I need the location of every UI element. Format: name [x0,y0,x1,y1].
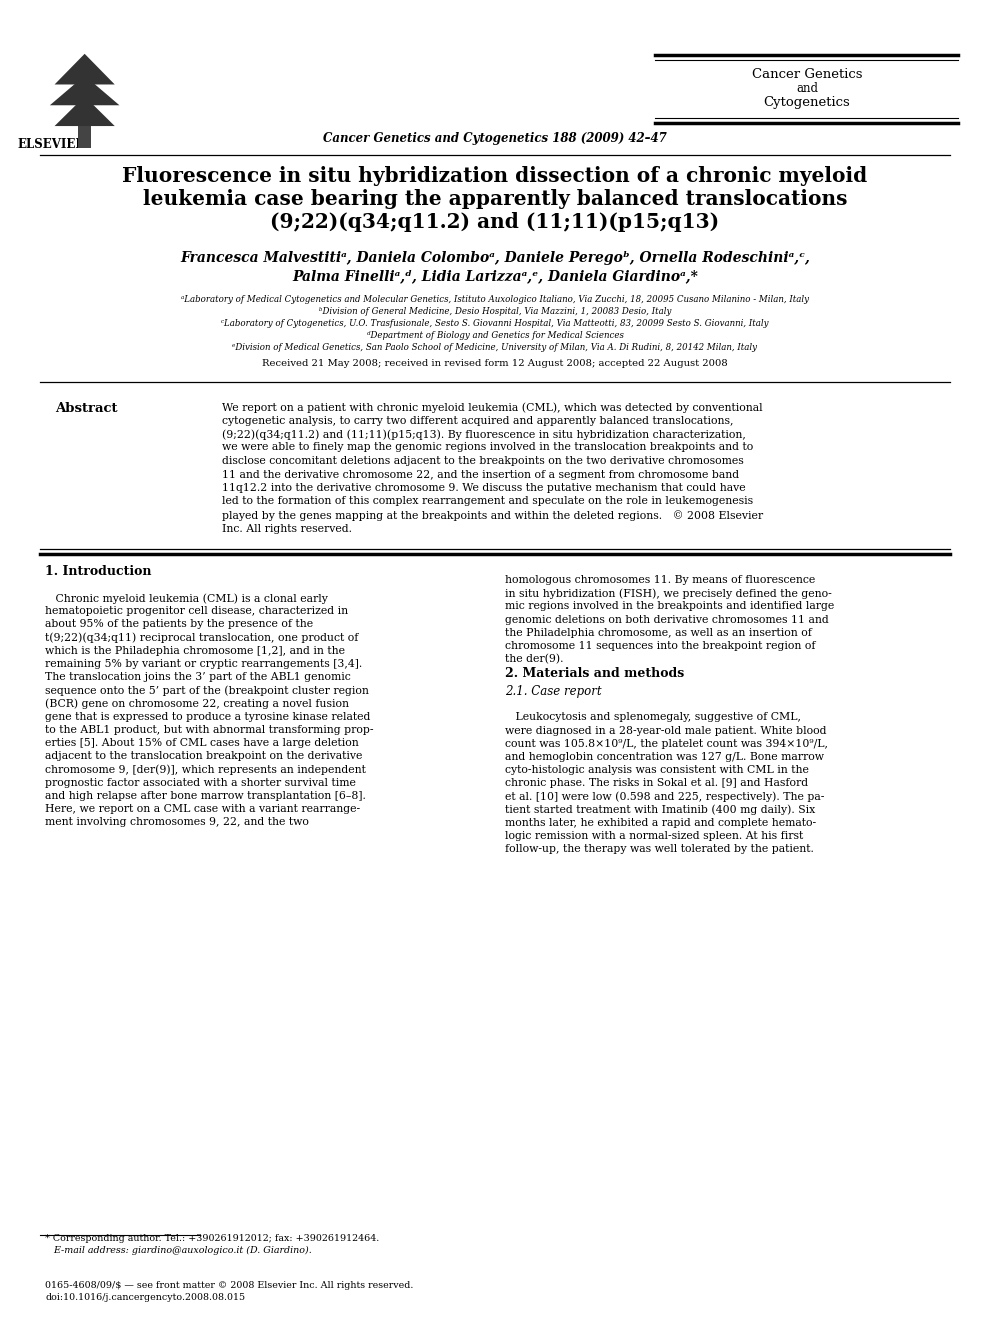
Text: Here, we report on a CML case with a variant rearrange-: Here, we report on a CML case with a var… [45,804,360,814]
Text: gene that is expressed to produce a tyrosine kinase related: gene that is expressed to produce a tyro… [45,711,370,722]
Text: Francesca Malvestitiᵃ, Daniela Colomboᵃ, Daniele Peregoᵇ, Ornella Rodeschiniᵃ,ᶜ,: Francesca Malvestitiᵃ, Daniela Colomboᵃ,… [180,251,810,265]
Text: cyto-histologic analysis was consistent with CML in the: cyto-histologic analysis was consistent … [505,766,809,775]
Text: et al. [10] were low (0.598 and 225, respectively). The pa-: et al. [10] were low (0.598 and 225, res… [505,792,825,803]
Text: doi:10.1016/j.cancergencyto.2008.08.015: doi:10.1016/j.cancergencyto.2008.08.015 [45,1294,246,1302]
Text: to the ABL1 product, but with abnormal transforming prop-: to the ABL1 product, but with abnormal t… [45,725,373,735]
Text: follow-up, the therapy was well tolerated by the patient.: follow-up, the therapy was well tolerate… [505,845,814,854]
Text: ᵈDepartment of Biology and Genetics for Medical Sciences: ᵈDepartment of Biology and Genetics for … [366,331,624,341]
Text: 0165-4608/09/$ — see front matter © 2008 Elsevier Inc. All rights reserved.: 0165-4608/09/$ — see front matter © 2008… [45,1280,414,1290]
Text: and hemoglobin concentration was 127 g/L. Bone marrow: and hemoglobin concentration was 127 g/L… [505,752,824,762]
Text: were diagnosed in a 28-year-old male patient. White blood: were diagnosed in a 28-year-old male pat… [505,726,827,735]
Polygon shape [50,75,120,106]
Text: Chronic myeloid leukemia (CML) is a clonal early: Chronic myeloid leukemia (CML) is a clon… [45,593,328,603]
Polygon shape [54,54,115,84]
Text: Palma Finelliᵃ,ᵈ, Lidia Larizzaᵃ,ᵉ, Daniela Giardinoᵃ,*: Palma Finelliᵃ,ᵈ, Lidia Larizzaᵃ,ᵉ, Dani… [292,269,698,282]
Text: ᵇDivision of General Medicine, Desio Hospital, Via Mazzini, 1, 20083 Desio, Ital: ᵇDivision of General Medicine, Desio Hos… [319,308,671,315]
Text: Cytogenetics: Cytogenetics [763,96,850,110]
Text: about 95% of the patients by the presence of the: about 95% of the patients by the presenc… [45,619,313,630]
Text: the Philadelphia chromosome, as well as an insertion of: the Philadelphia chromosome, as well as … [505,628,812,638]
Text: E-mail address: giardino@auxologico.it (D. Giardino).: E-mail address: giardino@auxologico.it (… [45,1246,312,1255]
Text: (9;22)(q34;q11.2) and (11;11)(p15;q13). By fluorescence in situ hybridization ch: (9;22)(q34;q11.2) and (11;11)(p15;q13). … [222,429,745,440]
Text: genomic deletions on both derivative chromosomes 11 and: genomic deletions on both derivative chr… [505,615,829,624]
Text: t(9;22)(q34;q11) reciprocal translocation, one product of: t(9;22)(q34;q11) reciprocal translocatio… [45,632,358,643]
Text: chronic phase. The risks in Sokal et al. [9] and Hasford: chronic phase. The risks in Sokal et al.… [505,779,808,788]
Text: chromosome 11 sequences into the breakpoint region of: chromosome 11 sequences into the breakpo… [505,642,816,651]
Text: mic regions involved in the breakpoints and identified large: mic regions involved in the breakpoints … [505,602,835,611]
Text: count was 105.8×10⁹/L, the platelet count was 394×10⁹/L,: count was 105.8×10⁹/L, the platelet coun… [505,739,828,748]
Text: Leukocytosis and splenomegaly, suggestive of CML,: Leukocytosis and splenomegaly, suggestiv… [505,713,801,722]
Text: led to the formation of this complex rearrangement and speculate on the role in : led to the formation of this complex rea… [222,496,753,507]
Text: 2.1. Case report: 2.1. Case report [505,685,602,698]
Text: Cancer Genetics: Cancer Genetics [751,69,862,81]
Text: played by the genes mapping at the breakpoints and within the deleted regions.  : played by the genes mapping at the break… [222,510,763,521]
Text: leukemia case bearing the apparently balanced translocations: leukemia case bearing the apparently bal… [143,189,847,209]
Text: Inc. All rights reserved.: Inc. All rights reserved. [222,524,352,533]
Text: 2. Materials and methods: 2. Materials and methods [505,668,684,680]
Text: (BCR) gene on chromosome 22, creating a novel fusion: (BCR) gene on chromosome 22, creating a … [45,698,349,709]
Text: 1. Introduction: 1. Introduction [45,565,151,578]
Text: remaining 5% by variant or cryptic rearrangements [3,4].: remaining 5% by variant or cryptic rearr… [45,659,362,669]
Text: (9;22)(q34;q11.2) and (11;11)(p15;q13): (9;22)(q34;q11.2) and (11;11)(p15;q13) [270,213,720,232]
Text: Fluorescence in situ hybridization dissection of a chronic myeloid: Fluorescence in situ hybridization disse… [123,166,867,186]
Text: tient started treatment with Imatinib (400 mg daily). Six: tient started treatment with Imatinib (4… [505,805,815,816]
Text: ment involving chromosomes 9, 22, and the two: ment involving chromosomes 9, 22, and th… [45,817,309,828]
Polygon shape [78,120,91,148]
Text: the der(9).: the der(9). [505,655,563,664]
Text: Abstract: Abstract [55,403,118,414]
Polygon shape [54,96,115,125]
Text: which is the Philadephia chromosome [1,2], and in the: which is the Philadephia chromosome [1,2… [45,645,345,656]
Text: sequence onto the 5’ part of the (breakpoint cluster region: sequence onto the 5’ part of the (breakp… [45,685,369,696]
Text: prognostic factor associated with a shorter survival time: prognostic factor associated with a shor… [45,777,355,788]
Text: adjacent to the translocation breakpoint on the derivative: adjacent to the translocation breakpoint… [45,751,362,762]
Text: homologous chromosomes 11. By means of fluorescence: homologous chromosomes 11. By means of f… [505,576,815,585]
Text: The translocation joins the 3’ part of the ABL1 genomic: The translocation joins the 3’ part of t… [45,672,350,682]
Text: Received 21 May 2008; received in revised form 12 August 2008; accepted 22 Augus: Received 21 May 2008; received in revise… [262,359,728,368]
Text: and high relapse after bone marrow transplantation [6–8].: and high relapse after bone marrow trans… [45,791,366,801]
Text: * Corresponding author. Tel.: +390261912012; fax: +390261912464.: * Corresponding author. Tel.: +390261912… [45,1234,379,1243]
Text: erties [5]. About 15% of CML cases have a large deletion: erties [5]. About 15% of CML cases have … [45,738,358,748]
Text: We report on a patient with chronic myeloid leukemia (CML), which was detected b: We report on a patient with chronic myel… [222,403,762,413]
Text: months later, he exhibited a rapid and complete hemato-: months later, he exhibited a rapid and c… [505,818,816,828]
Text: ᵃLaboratory of Medical Cytogenetics and Molecular Genetics, Istituto Auxologico : ᵃLaboratory of Medical Cytogenetics and … [181,294,809,304]
Text: ELSEVIER: ELSEVIER [18,139,86,150]
Text: chromosome 9, [der(9)], which represents an independent: chromosome 9, [der(9)], which represents… [45,764,366,775]
Text: Cancer Genetics and Cytogenetics 188 (2009) 42–47: Cancer Genetics and Cytogenetics 188 (20… [323,132,667,145]
Text: disclose concomitant deletions adjacent to the breakpoints on the two derivative: disclose concomitant deletions adjacent … [222,455,743,466]
Text: in situ hybridization (FISH), we precisely defined the geno-: in situ hybridization (FISH), we precise… [505,589,832,599]
Text: 11 and the derivative chromosome 22, and the insertion of a segment from chromos: 11 and the derivative chromosome 22, and… [222,470,740,479]
Text: ᶜLaboratory of Cytogenetics, U.O. Trasfusionale, Sesto S. Giovanni Hospital, Via: ᶜLaboratory of Cytogenetics, U.O. Trasfu… [221,319,769,327]
Text: 11q12.2 into the derivative chromosome 9. We discuss the putative mechanism that: 11q12.2 into the derivative chromosome 9… [222,483,745,492]
Text: ᵉDivision of Medical Genetics, San Paolo School of Medicine, University of Milan: ᵉDivision of Medical Genetics, San Paolo… [233,343,757,352]
Text: we were able to finely map the genomic regions involved in the translocation bre: we were able to finely map the genomic r… [222,442,753,453]
Text: hematopoietic progenitor cell disease, characterized in: hematopoietic progenitor cell disease, c… [45,606,348,616]
Text: and: and [796,82,818,95]
Text: cytogenetic analysis, to carry two different acquired and apparently balanced tr: cytogenetic analysis, to carry two diffe… [222,416,734,425]
Text: logic remission with a normal-sized spleen. At his first: logic remission with a normal-sized sple… [505,832,803,841]
